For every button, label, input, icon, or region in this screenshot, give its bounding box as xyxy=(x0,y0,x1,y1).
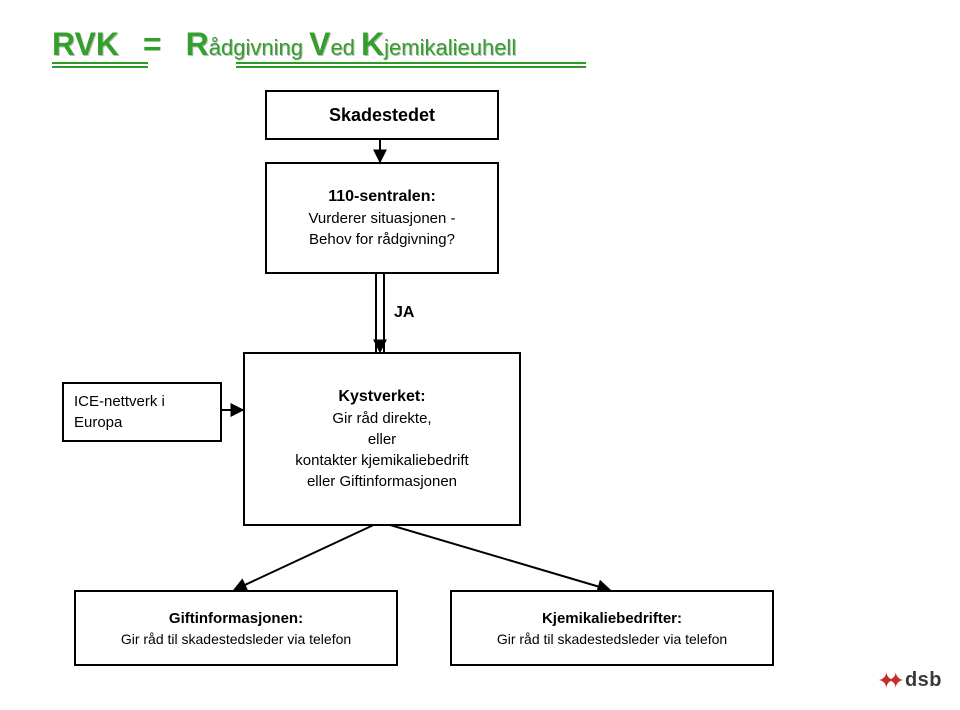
node-kystverket-line: eller xyxy=(368,431,396,448)
node-ice: ICE-nettverk i Europa xyxy=(62,382,222,442)
title-equals: = xyxy=(143,26,162,63)
dsb-logo-text: dsb xyxy=(905,669,942,692)
node-sentralen: 110-sentralen: Vurderer situasjonen - Beho… xyxy=(265,162,499,274)
node-kjemi: Kjemikaliebedrifter: Gir råd til skadeste… xyxy=(450,590,774,666)
node-kystverket-line: kontakter kjemikaliebedrift xyxy=(295,452,468,469)
edge xyxy=(380,522,610,590)
node-gift-line: Giftinformasjonen: xyxy=(169,610,303,627)
node-gift-line: Gir råd til skadestedsleder via telefon xyxy=(121,631,351,647)
ja-label: JA xyxy=(394,304,414,322)
node-ice-line: ICE-nettverk i xyxy=(74,393,165,410)
page-title: RVK = Rådgivning Ved Kjemikalieuhell xyxy=(52,26,516,63)
node-sentralen-line: Behov for rådgivning? xyxy=(309,231,455,248)
title-expansion: Rådgivning Ved Kjemikalieuhell xyxy=(186,26,517,63)
node-kystverket-line: Kystverket: xyxy=(338,388,425,406)
dsb-logo-icon: ✦✦ xyxy=(877,670,902,692)
diagram-stage: RVK = Rådgivning Ved Kjemikalieuhell Ska… xyxy=(0,0,960,710)
node-skadestedet-line: Skadestedet xyxy=(329,105,435,126)
node-kjemi-line: Gir råd til skadestedsleder via telefon xyxy=(497,631,727,647)
title-abbr: RVK xyxy=(52,26,119,63)
node-kystverket: Kystverket: Gir råd direkte, eller kontakte… xyxy=(243,352,521,526)
node-kystverket-line: eller Giftinformasjonen xyxy=(307,473,457,490)
node-ice-line: Europa xyxy=(74,414,122,431)
node-sentralen-line: 110-sentralen: xyxy=(328,188,436,206)
node-sentralen-line: Vurderer situasjonen - xyxy=(308,210,455,227)
edge xyxy=(234,522,380,590)
node-gift: Giftinformasjonen: Gir råd til skadesteds… xyxy=(74,590,398,666)
node-skadestedet: Skadestedet xyxy=(265,90,499,140)
node-kjemi-line: Kjemikaliebedrifter: xyxy=(542,610,682,627)
dsb-logo: ✦✦ dsb xyxy=(877,669,942,692)
node-kystverket-line: Gir råd direkte, xyxy=(332,410,431,427)
